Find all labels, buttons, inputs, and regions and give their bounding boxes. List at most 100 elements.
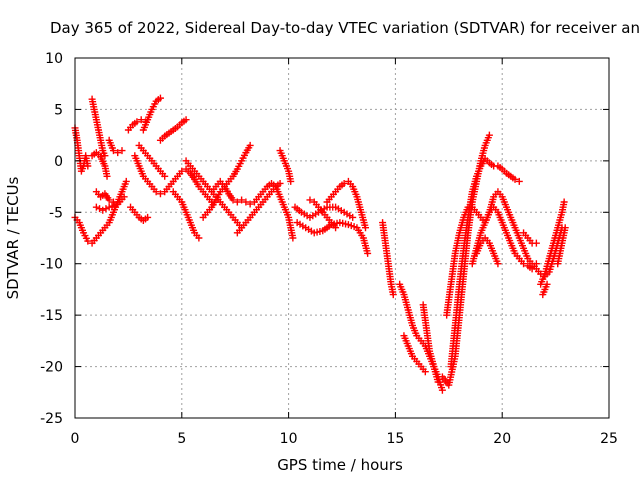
data-point-trail: [187, 221, 198, 234]
data-point: [543, 280, 551, 288]
y-tick-label: -10: [40, 257, 63, 273]
data-point-trail: [145, 108, 155, 121]
data-point-trail: [556, 242, 565, 255]
data-point: [84, 162, 92, 170]
data-point: [306, 196, 314, 204]
y-tick-label: -15: [40, 308, 63, 324]
data-point-trail: [504, 206, 514, 219]
series-arc-17: [208, 177, 254, 208]
data-point-trail: [360, 237, 371, 255]
series-arc-32: [468, 203, 540, 273]
data-point-trail: [97, 139, 106, 152]
data-point-trail: [474, 165, 484, 178]
series-arc-22: [293, 219, 372, 257]
data-point-trail: [296, 220, 307, 230]
y-tick-label: 5: [54, 102, 63, 118]
data-point: [561, 224, 569, 232]
series-arc-21: [291, 203, 357, 221]
data-point-trail: [426, 350, 437, 368]
data-point-trail: [188, 171, 197, 181]
data-point: [364, 249, 372, 257]
series-arc-25: [379, 219, 397, 299]
data-point-trail: [354, 195, 365, 214]
data-point-trail: [277, 195, 287, 209]
data-point-trail: [397, 283, 407, 296]
data-point: [246, 200, 254, 208]
data-point: [101, 152, 109, 160]
series-arc-28: [419, 301, 442, 386]
data-point-trail: [542, 257, 552, 275]
data-point: [114, 149, 122, 157]
data-point-trail: [478, 221, 488, 234]
data-point: [511, 175, 519, 183]
data-point-trail: [512, 226, 522, 239]
data-point-trail: [273, 185, 283, 198]
data-point-trail: [91, 108, 100, 121]
data-point-trail: [440, 375, 451, 387]
data-point-trail: [447, 252, 459, 286]
data-point-trail: [461, 206, 471, 219]
data-point-trail: [285, 216, 294, 229]
data-point: [340, 179, 348, 187]
data-point-trail: [76, 221, 86, 234]
series-arc-2: [71, 177, 130, 247]
data-point-trail: [98, 155, 108, 168]
data-point-trail: [486, 242, 497, 255]
data-point-trail: [285, 170, 294, 183]
series-arc-35: [537, 198, 568, 288]
data-point: [287, 177, 295, 185]
chart-title: Day 365 of 2022, Sidereal Day-to-day VTE…: [50, 19, 640, 37]
data-point: [103, 172, 111, 180]
data-points: [71, 94, 569, 394]
data-point-trail: [116, 195, 126, 206]
data-point-trail: [410, 324, 420, 337]
data-point: [120, 193, 128, 201]
data-point-trail: [243, 144, 253, 154]
data-point-trail: [132, 154, 142, 167]
data-point: [438, 386, 446, 394]
x-tick-label: 15: [386, 431, 404, 447]
data-point-trail: [326, 203, 337, 211]
data-point-trail: [235, 160, 244, 170]
data-point-trail: [192, 178, 201, 188]
series-arc-23: [323, 177, 369, 232]
data-point: [152, 188, 160, 196]
series-arc-4: [88, 149, 111, 180]
data-point-trail: [81, 232, 90, 242]
data-point-trail: [209, 198, 219, 209]
data-point: [109, 147, 117, 155]
series-arc-6: [92, 193, 128, 214]
data-point: [137, 116, 145, 124]
data-point-trail: [559, 231, 568, 245]
data-point: [515, 177, 523, 185]
series-arc-10: [131, 152, 216, 206]
data-point-trail: [469, 175, 480, 193]
data-point-trail: [495, 211, 505, 224]
data-point-trail: [482, 211, 492, 224]
series-arc-9: [127, 203, 152, 225]
data-point-trail: [388, 283, 397, 296]
data-point: [532, 260, 540, 268]
series-arc-3: [88, 95, 109, 160]
data-point-trail: [343, 210, 354, 220]
data-point: [105, 196, 113, 204]
data-point-trail: [550, 226, 561, 245]
data-point: [92, 203, 100, 211]
data-point: [485, 131, 493, 139]
data-point-trail: [230, 167, 240, 178]
data-point: [99, 206, 107, 214]
data-point-trail: [183, 211, 193, 224]
data-point-trail: [559, 201, 568, 214]
series-arc-27: [400, 332, 429, 376]
data-point-trail: [82, 154, 91, 167]
data-point: [133, 118, 141, 126]
series-arc-19: [250, 179, 297, 242]
plot-frame: [74, 57, 610, 419]
data-point-trail: [93, 118, 102, 131]
data-point-trail: [111, 201, 121, 214]
data-point-trail: [330, 219, 341, 228]
data-point-trail: [516, 237, 526, 250]
data-point-trail: [281, 206, 292, 219]
data-point: [361, 224, 369, 232]
data-point-trail: [491, 252, 501, 265]
